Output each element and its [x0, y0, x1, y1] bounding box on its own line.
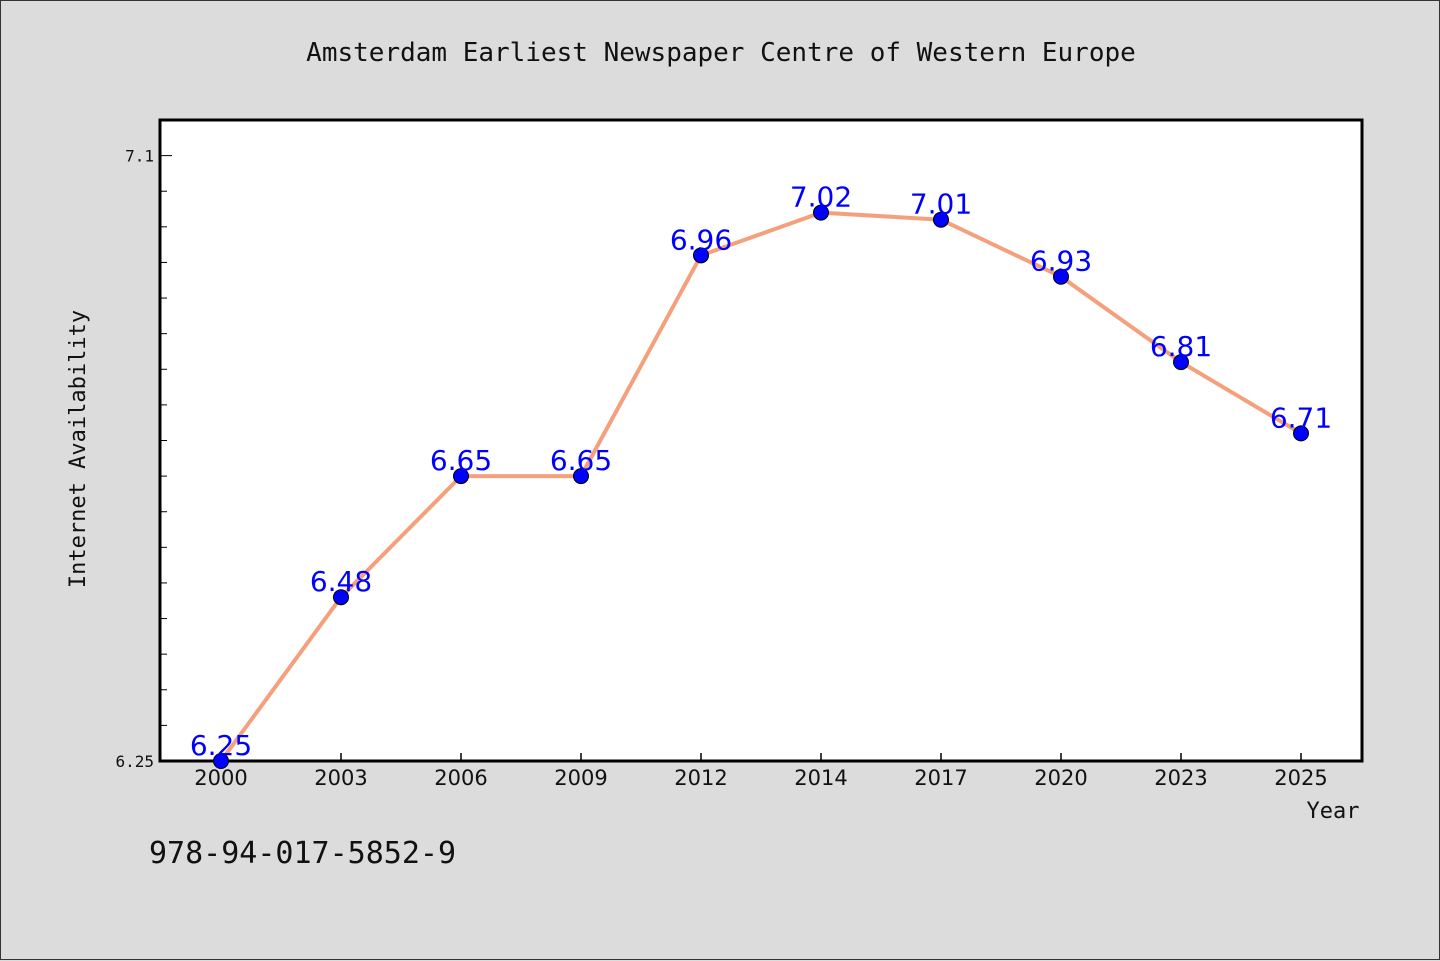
- x-tick-label: 2009: [554, 766, 607, 790]
- x-tick-label: 2012: [674, 766, 727, 790]
- series-line: [219, 210, 1303, 763]
- y-tick-label: 6.25: [115, 752, 154, 771]
- plot-area: [158, 118, 1364, 763]
- data-label: 6.65: [550, 444, 612, 477]
- data-label: 6.93: [1030, 245, 1092, 278]
- data-label: 6.71: [1270, 401, 1332, 434]
- x-tick-label: 2014: [794, 766, 847, 790]
- isbn-text: 978-94-017-5852-9: [149, 836, 457, 871]
- data-point: [453, 468, 469, 485]
- data-point: [213, 753, 229, 769]
- x-axis-label: Year: [1307, 799, 1360, 824]
- series-group: [213, 204, 1309, 769]
- data-point: [813, 204, 829, 221]
- chart-title: Amsterdam Earliest Newspaper Centre of W…: [306, 38, 1136, 68]
- data-point: [1053, 268, 1069, 285]
- x-tick-label: 2000: [194, 766, 247, 790]
- x-tick-label: 2023: [1154, 766, 1207, 790]
- x-tick-label: 2006: [434, 766, 487, 790]
- x-tick-label: 2017: [914, 766, 967, 790]
- data-point: [333, 589, 349, 606]
- y-tick-label: 7.1: [125, 147, 154, 166]
- data-label: 6.25: [190, 729, 252, 762]
- data-point: [573, 468, 589, 485]
- data-labels: 6.25 6.48 6.65 6.65 6.96 7.02 7.01 6.93 6.81 6.71: [190, 181, 1332, 762]
- x-tick-label: 2025: [1274, 766, 1327, 790]
- data-label: 6.96: [670, 223, 732, 256]
- y-axis: 6.25 7.1: [115, 119, 172, 771]
- x-tick-label: 2020: [1034, 766, 1087, 790]
- data-label: 6.48: [310, 565, 372, 598]
- data-point: [693, 247, 709, 264]
- data-point: [1173, 354, 1189, 371]
- data-label: 7.02: [790, 181, 852, 214]
- data-point: [1293, 425, 1309, 442]
- data-label: 6.65: [430, 444, 492, 477]
- data-point: [933, 211, 949, 228]
- data-label: 7.01: [910, 188, 972, 221]
- y-axis-label: Internet Availability: [66, 310, 91, 588]
- x-tick-label: 2003: [314, 766, 367, 790]
- data-label: 6.81: [1150, 330, 1212, 363]
